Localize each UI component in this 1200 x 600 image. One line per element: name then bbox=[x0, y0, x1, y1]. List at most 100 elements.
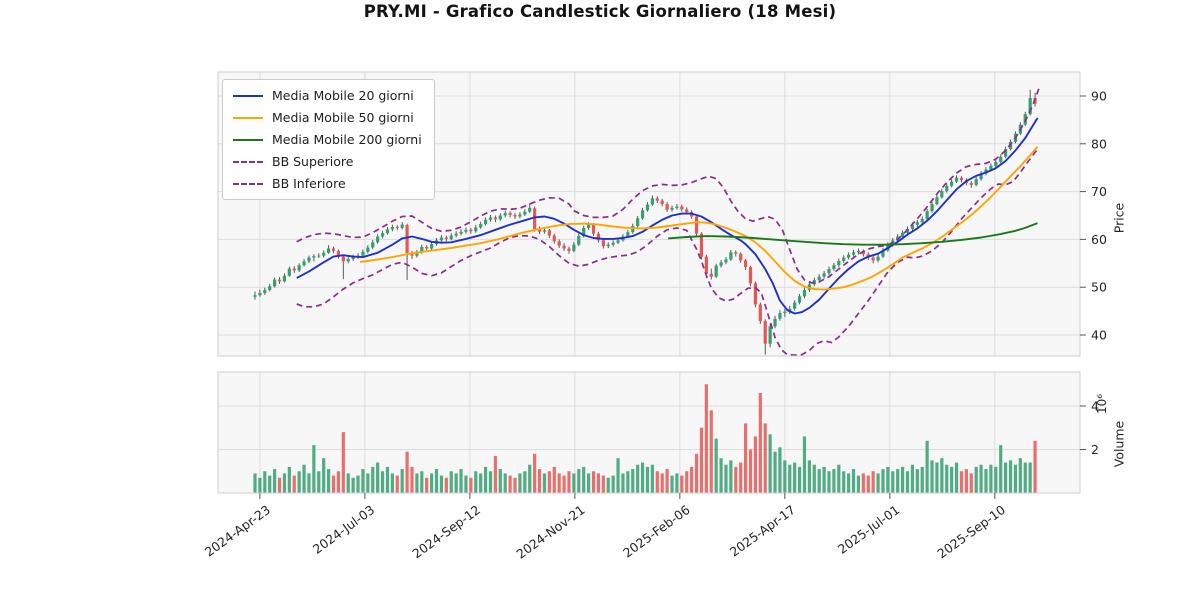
candle-body bbox=[925, 211, 929, 219]
volume-bar bbox=[886, 466, 890, 493]
volume-bar bbox=[430, 473, 434, 493]
legend-item: Media Mobile 50 giorni bbox=[233, 110, 422, 125]
volume-bar bbox=[694, 453, 699, 493]
volume-bar bbox=[469, 477, 473, 493]
candle-body bbox=[734, 252, 738, 254]
volume-bar bbox=[557, 473, 561, 493]
volume-bar bbox=[351, 477, 355, 493]
volume-bar bbox=[591, 471, 596, 493]
volume-bar bbox=[616, 458, 620, 493]
candle-body bbox=[366, 247, 370, 252]
volume-bar bbox=[513, 477, 517, 493]
candle-body bbox=[258, 292, 262, 296]
volume-bar bbox=[636, 464, 640, 493]
volume-bar bbox=[552, 466, 556, 493]
candle-body bbox=[729, 252, 733, 260]
volume-bar bbox=[748, 449, 753, 493]
candle-body bbox=[797, 296, 802, 303]
volume-bar bbox=[655, 471, 659, 493]
volume-bar bbox=[385, 466, 390, 493]
volume-bar bbox=[479, 473, 483, 493]
candle-body bbox=[449, 235, 453, 239]
volume-bar bbox=[783, 460, 787, 493]
volume-bar bbox=[400, 469, 404, 493]
volume-bar bbox=[768, 434, 772, 493]
legend-label: Media Mobile 20 giorni bbox=[272, 88, 414, 103]
volume-bar bbox=[317, 471, 321, 493]
legend-label: BB Superiore bbox=[272, 154, 354, 169]
axis-tick-label: 60 bbox=[1091, 232, 1107, 247]
volume-series bbox=[253, 384, 1037, 493]
volume-bar bbox=[606, 477, 610, 493]
candle-body bbox=[719, 262, 723, 266]
volume-bar bbox=[567, 471, 571, 493]
candle-body bbox=[881, 250, 885, 257]
axis-tick-label: 4 bbox=[1091, 399, 1099, 414]
volume-bar bbox=[528, 464, 532, 493]
candle-body bbox=[837, 260, 841, 266]
volume-bar bbox=[263, 471, 267, 493]
volume-bar bbox=[253, 473, 257, 493]
candle-body bbox=[518, 214, 522, 217]
candle-body bbox=[302, 261, 306, 266]
candle-body bbox=[312, 256, 316, 258]
volume-bar bbox=[704, 384, 708, 493]
volume-bar bbox=[994, 466, 998, 493]
candle-body bbox=[631, 226, 635, 233]
candle-body bbox=[400, 224, 404, 228]
volume-bar bbox=[827, 471, 831, 493]
volume-bar bbox=[297, 471, 301, 493]
volume-bar bbox=[292, 475, 296, 493]
candle-body bbox=[793, 302, 797, 309]
candle-body bbox=[660, 200, 664, 205]
volume-bar bbox=[954, 462, 959, 493]
volume-bar bbox=[582, 466, 586, 493]
candle-body bbox=[994, 161, 998, 166]
candle-body bbox=[945, 185, 949, 192]
legend-label: Media Mobile 200 giorni bbox=[272, 132, 422, 147]
volume-bar bbox=[729, 460, 733, 493]
volume-bar bbox=[454, 473, 458, 493]
candle-body bbox=[307, 257, 311, 262]
candle-body bbox=[748, 267, 753, 284]
legend-line-sample bbox=[233, 138, 263, 141]
candle-body bbox=[528, 207, 532, 212]
legend-line-sample bbox=[233, 182, 263, 185]
candle-body bbox=[493, 217, 497, 220]
candle-body bbox=[680, 206, 684, 210]
volume-bar bbox=[945, 464, 949, 493]
candle-body bbox=[415, 252, 419, 256]
bb-lower-line bbox=[296, 147, 1040, 356]
candle-body bbox=[969, 182, 973, 185]
volume-bar bbox=[969, 473, 973, 493]
candle-body bbox=[817, 276, 821, 281]
candle-body bbox=[425, 247, 429, 249]
candle-body bbox=[523, 211, 527, 215]
candle-body bbox=[587, 224, 591, 228]
candle-body bbox=[1004, 149, 1008, 157]
candle-body bbox=[430, 244, 434, 249]
price-axis-label: Price bbox=[1111, 202, 1127, 234]
volume-bar bbox=[488, 471, 493, 493]
volume-bar bbox=[577, 469, 581, 493]
candle-body bbox=[763, 321, 767, 344]
candle-body bbox=[322, 252, 326, 256]
candle-body bbox=[827, 269, 831, 274]
volume-bar bbox=[690, 466, 694, 493]
candle-body bbox=[439, 237, 444, 241]
candle-body bbox=[253, 295, 257, 297]
volume-bar bbox=[1018, 458, 1022, 493]
candle-body bbox=[930, 204, 934, 212]
candle-body bbox=[508, 213, 512, 216]
candle-body bbox=[950, 181, 954, 186]
volume-bar bbox=[763, 423, 767, 493]
volume-bar bbox=[493, 456, 497, 493]
legend-item: BB Superiore bbox=[233, 154, 422, 169]
candle-body bbox=[287, 268, 291, 276]
candle-body bbox=[385, 229, 390, 234]
candle-body bbox=[979, 173, 983, 180]
candle-body bbox=[454, 233, 458, 236]
legend-item: Media Mobile 200 giorni bbox=[233, 132, 422, 147]
